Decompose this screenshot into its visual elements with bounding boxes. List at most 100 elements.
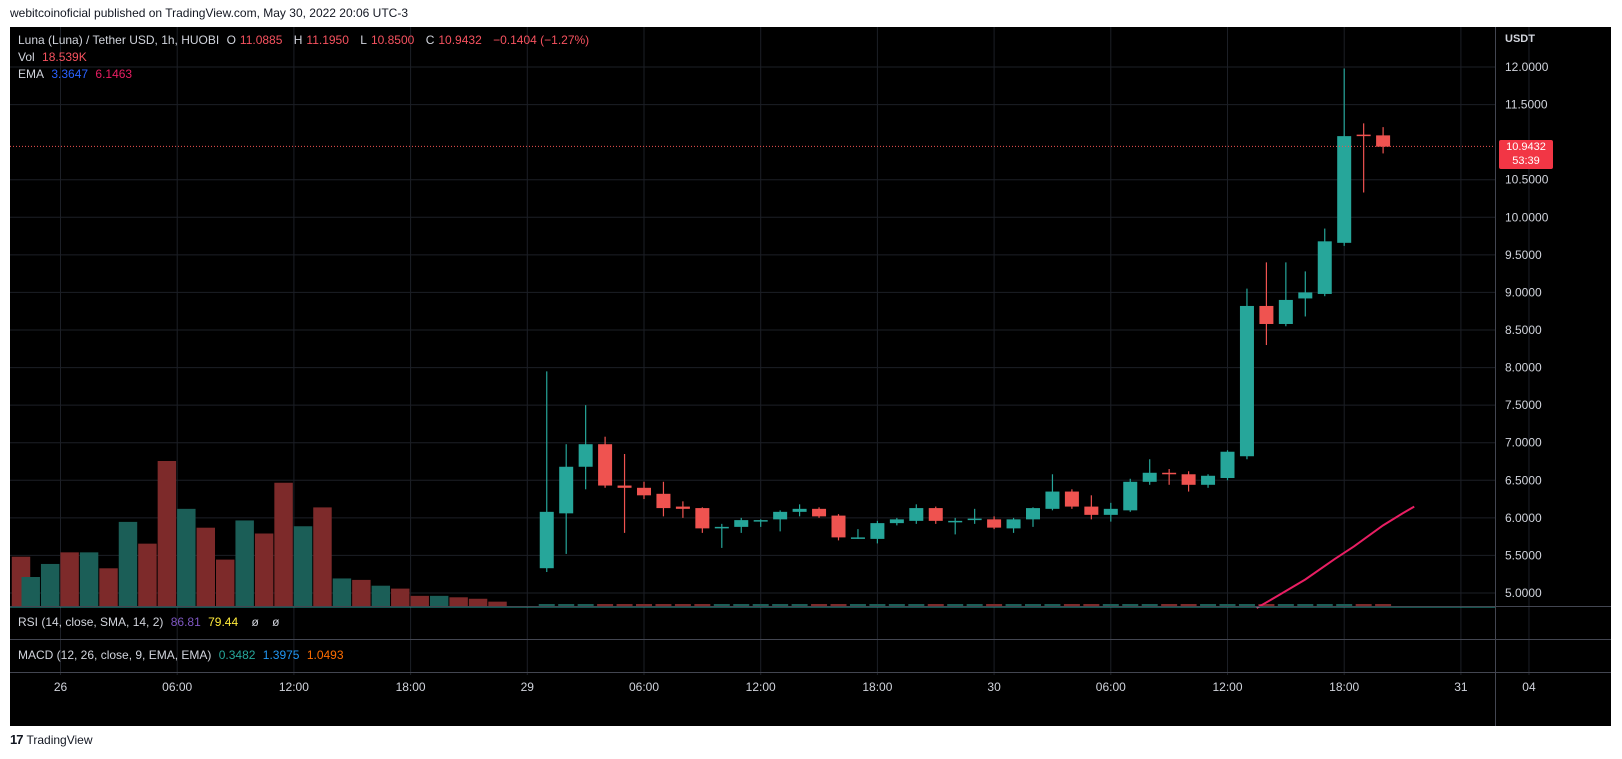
symbol-legend: Luna (Luna) / Tether USD, 1h, HUOBI O 11.…: [18, 33, 593, 47]
time-tick-label: 26: [54, 680, 68, 694]
volume-bar: [216, 559, 235, 606]
volume-bar: [888, 604, 905, 606]
candle-body: [1103, 508, 1118, 515]
volume-bar: [60, 552, 79, 606]
candle-body: [1064, 491, 1079, 507]
time-tick-label: 12:00: [1212, 680, 1242, 694]
volume-bar: [99, 568, 118, 606]
candle-body: [656, 493, 671, 509]
axes: 5.0000 5.5000 6.0000 6.5000 7.0000 7.5000 8.00…: [10, 27, 1611, 726]
price-tick-label: 6.5000: [1505, 473, 1542, 487]
volume-bar: [79, 552, 99, 606]
price-tick-label: 7.0000: [1505, 436, 1542, 450]
candle-body: [559, 466, 574, 514]
volume-bar: [655, 604, 672, 606]
volume-bar: [1025, 604, 1041, 606]
candle-body: [812, 508, 827, 517]
candlestick-chart[interactable]: 5.0000 5.5000 6.0000 6.5000 7.0000 7.5000 8.00…: [10, 27, 1611, 726]
macd-label: MACD (12, 26, close, 9, EMA, EMA): [18, 648, 212, 662]
volume-bar: [558, 604, 575, 606]
candle-body: [773, 511, 788, 520]
macd-signal-value: 1.3975: [262, 648, 300, 662]
time-tick-label: 06:00: [162, 680, 192, 694]
rsi-null-2: ø: [272, 615, 280, 629]
candle-body: [1026, 508, 1040, 520]
volume-bar: [1375, 604, 1392, 606]
volume-bar: [966, 604, 983, 606]
candle-body: [967, 518, 982, 521]
price-tick-label: 11.5000: [1505, 98, 1548, 112]
candle-body: [1162, 472, 1177, 475]
volume-bar: [1258, 604, 1275, 606]
currency-label[interactable]: USDT: [1505, 33, 1535, 45]
candle-body: [1239, 305, 1254, 457]
candle-body: [1142, 472, 1157, 482]
candle-body: [909, 508, 924, 521]
volume-bar: [908, 604, 925, 606]
volume-bar: [791, 604, 808, 606]
volume-bar: [371, 585, 391, 606]
ema-line: [1256, 505, 1415, 609]
volume-bar: [1141, 604, 1158, 606]
candle-body: [1298, 292, 1313, 299]
volume-bar: [1238, 604, 1255, 606]
rsi-label: RSI (14, close, SMA, 14, 2): [18, 615, 164, 629]
volume-bar: [1044, 604, 1061, 606]
volume-bar: [468, 598, 488, 606]
footer-brand: 17 TradingView: [10, 732, 93, 747]
volume-bar: [1200, 604, 1217, 606]
symbol-label[interactable]: Luna (Luna) / Tether USD, 1h, HUOBI: [18, 33, 220, 47]
macd-legend[interactable]: MACD (12, 26, close, 9, EMA, EMA) 0.3482…: [18, 648, 348, 662]
candle-body: [1181, 474, 1196, 485]
open-label: O: [226, 33, 236, 47]
time-tick-label: 06:00: [629, 680, 659, 694]
bar-countdown: 53:39: [1512, 155, 1540, 167]
volume-bar: [811, 604, 828, 606]
volume-bar: [1316, 604, 1333, 606]
time-tick-label: 18:00: [1329, 680, 1359, 694]
vol-value: 18.539K: [42, 50, 87, 64]
ema-legend[interactable]: EMA 3.3647 6.1463: [18, 67, 136, 81]
price-tick-label: 6.0000: [1505, 511, 1542, 525]
volume-bar: [254, 533, 274, 606]
candle-body: [539, 511, 554, 569]
volume-bar: [332, 578, 352, 606]
candle-body: [1006, 519, 1021, 529]
ema-value-2: 6.1463: [95, 67, 133, 81]
price-tick-label: 5.5000: [1505, 548, 1542, 562]
price-tick-label: 10.0000: [1505, 210, 1549, 224]
close-value: 10.9432: [438, 33, 482, 47]
price-tick-label: 10.5000: [1505, 173, 1549, 187]
rsi-legend[interactable]: RSI (14, close, SMA, 14, 2) 86.81 79.44 …: [18, 615, 284, 629]
price-tick-label: 8.0000: [1505, 361, 1542, 375]
volume-legend[interactable]: Vol 18.539K: [18, 50, 91, 64]
volume-bar: [830, 604, 847, 606]
candle-body: [889, 519, 904, 524]
volume-bar: [235, 520, 254, 606]
volume-bar: [1161, 604, 1178, 606]
time-tick-label: 31: [1454, 680, 1468, 694]
candle-body: [1220, 451, 1235, 479]
volume-bar: [449, 597, 468, 606]
high-value: 11.1950: [306, 33, 349, 47]
volume-bar: [694, 604, 711, 606]
publish-info: webitcoinoficial published on TradingVie…: [10, 6, 409, 20]
time-tick-label: 04: [1522, 680, 1536, 694]
volume-bar: [118, 521, 138, 606]
volume-bar: [196, 527, 215, 606]
volume-bar: [772, 604, 789, 606]
chart-area[interactable]: 5.0000 5.5000 6.0000 6.5000 7.0000 7.5000 8.00…: [10, 27, 1611, 726]
volume-bar: [636, 604, 652, 606]
volume-bar: [1083, 604, 1100, 606]
candle-body: [695, 508, 710, 529]
ema-value-1: 3.3647: [51, 67, 89, 81]
candle-body: [1084, 506, 1099, 515]
volume-bar: [1180, 604, 1197, 606]
volume-bar: [1102, 604, 1119, 606]
volume-bar: [1219, 604, 1236, 606]
change-value: −0.1404 (−1.27%): [493, 33, 590, 47]
volume-bar: [293, 526, 313, 606]
grid-lines: [10, 27, 1530, 675]
candle-body: [578, 444, 593, 467]
candles: [10, 68, 1495, 572]
